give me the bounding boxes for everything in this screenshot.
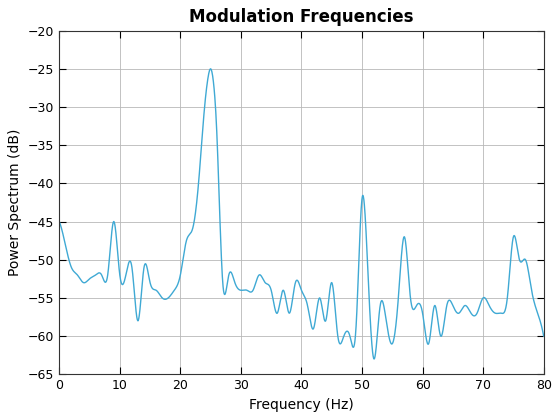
Y-axis label: Power Spectrum (dB): Power Spectrum (dB) (8, 129, 22, 276)
X-axis label: Frequency (Hz): Frequency (Hz) (249, 398, 354, 412)
Title: Modulation Frequencies: Modulation Frequencies (189, 8, 414, 26)
